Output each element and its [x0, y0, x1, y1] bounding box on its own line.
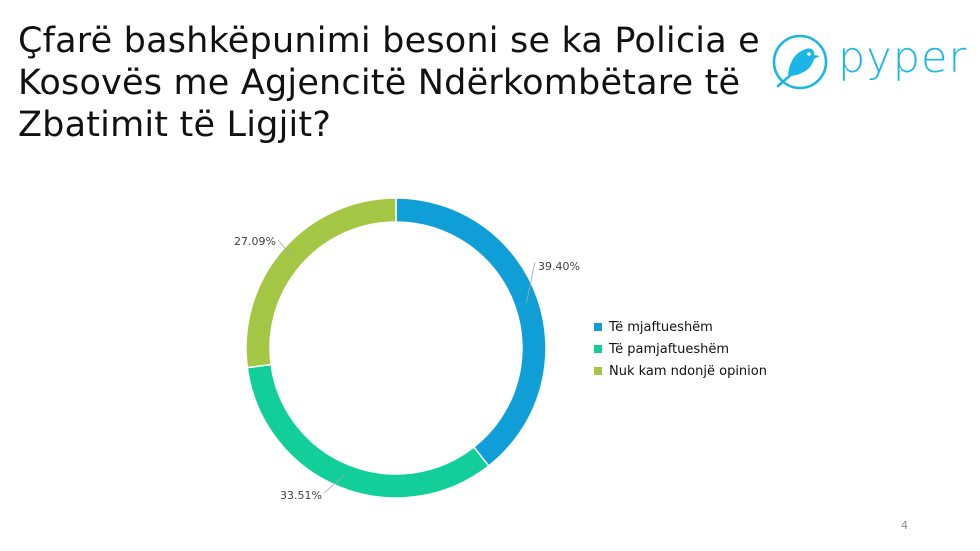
legend-swatch-2 [594, 345, 602, 353]
legend-swatch-1 [594, 323, 602, 331]
leader-line-3 [277, 239, 293, 258]
title-line-3: Zbatimit të Ligjit? [18, 105, 332, 145]
data-label-3: 27.09% [234, 235, 276, 248]
slide-title: Çfarë bashkëpunimi besoni se ka Policia … [18, 20, 788, 146]
legend-item-2: Të pamjaftueshëm [594, 338, 767, 360]
legend-swatch-3 [594, 367, 602, 375]
legend-label-3: Nuk kam ndonjë opinion [609, 363, 767, 379]
data-label-2: 33.51% [280, 489, 322, 502]
legend-label-2: Të pamjaftueshëm [609, 341, 730, 357]
donut-slice-1 [395, 197, 547, 467]
legend-item-3: Nuk kam ndonjë opinion [594, 360, 767, 382]
leader-line-1 [526, 261, 536, 303]
title-line-2: Kosovës me Agjencitë Ndërkombëtare të [18, 63, 741, 103]
leader-line-2 [323, 475, 345, 494]
legend-label-1: Të mjaftueshëm [609, 319, 713, 335]
donut-slice-2 [246, 363, 490, 499]
title-line-1: Çfarë bashkëpunimi besoni se ka Policia … [18, 21, 760, 61]
donut-slice-3 [245, 197, 397, 369]
pyper-logo: pyper [770, 30, 970, 100]
bird-icon [772, 34, 828, 90]
logo-text: pyper [838, 33, 968, 83]
legend-item-1: Të mjaftueshëm [594, 316, 767, 338]
page-number: 4 [901, 519, 908, 532]
data-label-1: 39.40% [538, 260, 580, 273]
chart-legend: Të mjaftueshëm Të pamjaftueshëm Nuk kam nd… [594, 316, 767, 382]
